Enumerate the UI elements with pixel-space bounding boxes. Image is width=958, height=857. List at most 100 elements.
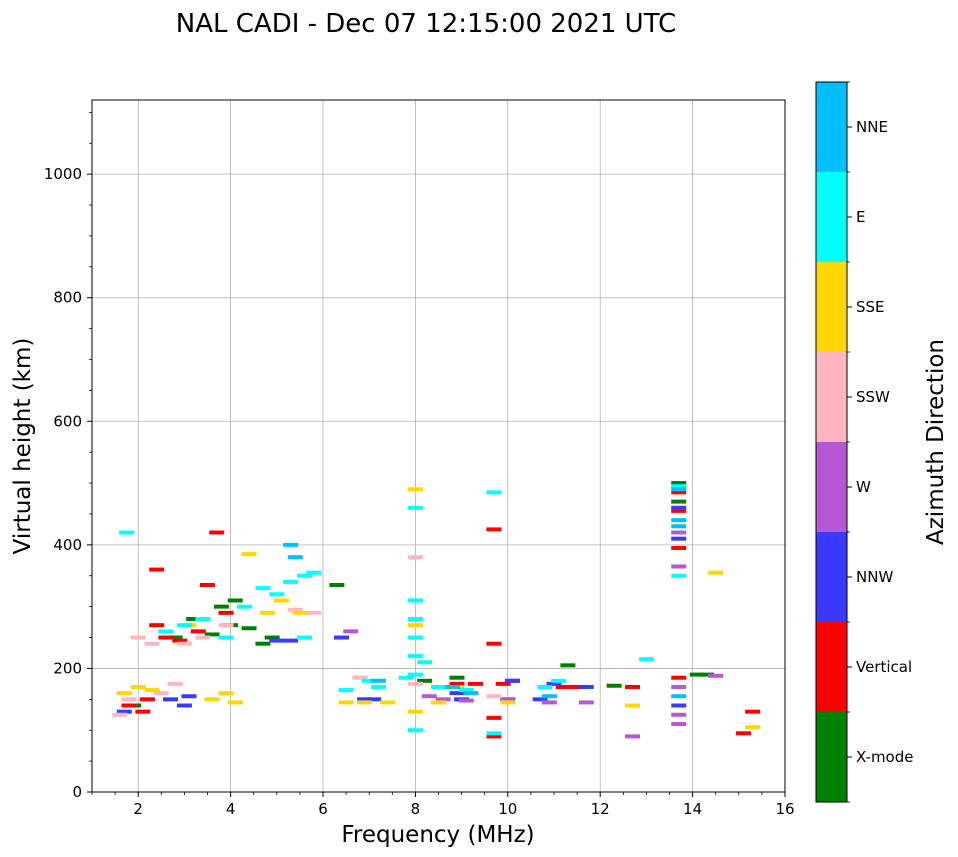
data-point <box>297 635 313 640</box>
data-point <box>417 660 433 665</box>
data-point <box>578 700 594 705</box>
data-point <box>407 505 423 510</box>
data-point <box>241 552 257 557</box>
data-point <box>204 697 220 702</box>
data-point <box>698 672 714 677</box>
data-point <box>200 583 215 588</box>
axis-ticks: 2 4 6 8 10 12 14 16 0 200 400 600 800 1000 <box>44 111 795 818</box>
data-point <box>357 700 373 705</box>
data-point <box>407 555 423 560</box>
data-point <box>532 697 548 702</box>
data-point <box>486 694 502 699</box>
data-point <box>449 691 465 696</box>
data-point <box>625 734 641 739</box>
data-point <box>158 635 174 640</box>
data-point <box>135 709 151 714</box>
data-point <box>671 490 687 495</box>
data-point <box>569 684 585 689</box>
data-point <box>449 681 465 686</box>
colorbar-segment <box>816 352 847 442</box>
data-point <box>116 709 132 714</box>
colorbar-frame <box>815 81 848 803</box>
data-point <box>407 487 423 492</box>
data-point <box>370 684 386 689</box>
data-point <box>283 638 299 643</box>
data-point <box>735 731 751 736</box>
data-point <box>444 684 460 689</box>
data-point <box>130 635 146 640</box>
data-point <box>671 564 687 569</box>
data-point <box>190 629 206 634</box>
data-point <box>176 623 192 628</box>
data-point <box>486 527 502 532</box>
data-point <box>431 684 446 689</box>
data-point <box>638 657 654 662</box>
data-point <box>181 694 197 699</box>
data-point <box>292 610 308 615</box>
data-point <box>398 675 414 680</box>
x-tick-label: 4 <box>226 800 236 818</box>
data-point <box>671 703 687 708</box>
data-point <box>287 555 303 560</box>
x-tick-label: 12 <box>591 800 610 818</box>
data-point <box>486 715 502 720</box>
x-tick-label: 8 <box>411 800 421 818</box>
data-point <box>329 583 345 588</box>
data-point <box>541 700 557 705</box>
data-point <box>708 570 724 575</box>
data-point <box>407 728 423 733</box>
colorbar-segment <box>816 442 847 532</box>
data-point <box>407 654 423 659</box>
data-point <box>671 524 687 529</box>
data-point <box>333 635 349 640</box>
data-point <box>486 734 502 739</box>
data-point <box>338 688 354 693</box>
data-point <box>671 722 687 727</box>
data-point <box>283 579 299 584</box>
data-point <box>283 542 299 547</box>
data-point <box>112 712 128 717</box>
data-point <box>407 598 423 603</box>
data-point <box>560 663 576 668</box>
data-point <box>625 684 641 689</box>
data-point <box>407 672 423 677</box>
data-point <box>495 681 511 686</box>
data-point <box>352 675 368 680</box>
colorbar-segment <box>816 712 847 802</box>
data-point <box>467 681 483 686</box>
y-tick-label: 400 <box>53 536 82 554</box>
data-point <box>121 703 137 708</box>
data-point <box>297 573 313 578</box>
colorbar: X-mode Vertical NNW W SSW SSE E NNE <box>815 81 913 803</box>
colorbar-segment <box>816 622 847 712</box>
data-point <box>689 672 705 677</box>
data-point <box>116 691 132 696</box>
data-point <box>264 635 280 640</box>
data-point <box>671 530 687 535</box>
colorbar-tick-label: W <box>856 478 871 496</box>
data-point <box>139 697 155 702</box>
colorbar-tick-label: E <box>856 208 865 226</box>
data-point <box>153 691 169 696</box>
y-tick-label: 600 <box>53 412 82 430</box>
data-point <box>486 641 502 646</box>
data-point <box>671 505 687 510</box>
data-point <box>546 681 562 686</box>
data-point <box>407 617 423 621</box>
y-tick-label: 0 <box>72 783 82 801</box>
data-point <box>269 638 285 643</box>
data-point <box>486 731 502 736</box>
colorbar-segment <box>816 262 847 352</box>
data-point <box>671 684 687 689</box>
data-point <box>671 508 687 513</box>
data-point <box>431 700 446 705</box>
data-point <box>435 697 451 702</box>
data-point <box>671 518 687 523</box>
data-point <box>149 623 165 628</box>
data-point <box>306 570 322 575</box>
x-tick-label: 14 <box>683 800 702 818</box>
data-point <box>121 697 137 702</box>
data-point <box>273 598 289 603</box>
data-point <box>172 638 188 643</box>
